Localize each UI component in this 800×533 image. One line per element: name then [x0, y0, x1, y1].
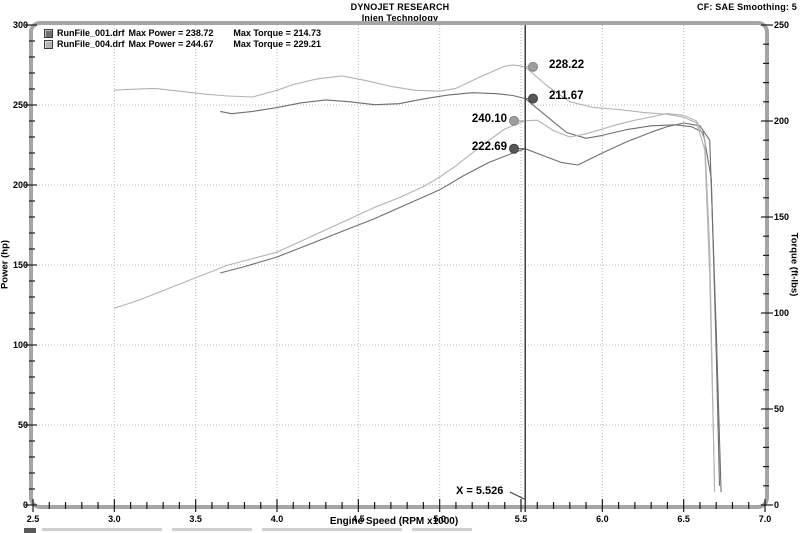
rpm-tick-label: 5.5	[515, 514, 528, 524]
rpm-tick-label: 2.5	[27, 514, 40, 524]
cursor-x-label: X = 5.526	[456, 485, 504, 497]
cursor-dot-power-RunFile_001.drf	[509, 143, 519, 154]
cursor-line[interactable]	[509, 25, 526, 512]
cursor-dot-torque-RunFile_001.drf	[528, 93, 538, 104]
cursor-dot-power-RunFile_004.drf	[509, 115, 519, 126]
rpm-tick-label: 4.0	[271, 514, 284, 524]
torque-tick-label: 0	[774, 500, 779, 510]
dyno-curves	[114, 64, 722, 493]
run004-max-power: Max Power = 244.67	[128, 39, 214, 49]
power-tick-label: 300	[13, 20, 28, 30]
run001-max-torque: Max Torque = 214.73	[233, 28, 321, 38]
rpm-tick-label: 3.0	[108, 514, 121, 524]
cursor-value-power-run004: 240.10	[471, 113, 507, 125]
clipped-text-fragment	[172, 528, 252, 531]
curve-RunFile_004.drf-power	[114, 112, 716, 493]
torque-tick-label: 200	[774, 116, 789, 126]
cursor-value-power-run001: 222.69	[471, 141, 507, 153]
power-tick-label: 0	[23, 500, 28, 510]
clipped-text-fragment	[42, 528, 162, 531]
clipped-legend-row	[10, 528, 790, 533]
clipped-text-fragment	[262, 528, 402, 531]
torque-tick-label: 150	[774, 212, 789, 222]
torque-tick-label: 50	[774, 404, 784, 414]
rpm-tick-label: 5.0	[433, 514, 446, 524]
axis-ticks	[25, 24, 773, 512]
legend: RunFile_001.drf Max Power = 238.72 Max T…	[44, 28, 321, 50]
power-tick-label: 150	[13, 260, 28, 270]
cursor-dot-torque-RunFile_004.drf	[528, 61, 538, 72]
curve-RunFile_001.drf-torque	[219, 92, 721, 486]
run004-swatch-icon	[44, 40, 53, 49]
power-tick-label: 200	[13, 180, 28, 190]
rpm-tick-label: 7.0	[759, 514, 772, 524]
run001-swatch-icon	[44, 29, 53, 38]
clipped-text-fragment	[412, 528, 472, 531]
rpm-tick-label: 6.0	[596, 514, 609, 524]
correction-smoothing-label: CF: SAE Smoothing: 5	[697, 2, 797, 12]
rpm-tick-label: 4.5	[352, 514, 365, 524]
cursor-value-torque-run001: 211.67	[549, 90, 584, 102]
curve-RunFile_001.drf-power	[219, 122, 722, 493]
run004-file-label: RunFile_004.drf	[57, 39, 125, 49]
legend-swatch-fragment	[24, 528, 36, 533]
torque-tick-label: 250	[774, 20, 789, 30]
torque-axis-title: Torque (ft-lbs)	[788, 232, 800, 297]
cursor-markers	[509, 61, 538, 154]
run001-file-label: RunFile_001.drf	[57, 28, 125, 38]
legend-row-run001[interactable]: RunFile_001.drf Max Power = 238.72 Max T…	[44, 28, 321, 39]
axis-tick-labels: 300 250 200 150 100 50 0 250 200 150 100 50 0 2.5 3.0 3…	[13, 20, 789, 524]
page-subtitle: Injen Technology	[361, 13, 439, 23]
power-tick-label: 250	[13, 100, 28, 110]
cursor-value-torque-run004: 228.22	[549, 59, 585, 71]
power-tick-label: 100	[13, 340, 28, 350]
rpm-axis-title: Engine Speed (RPM x1000)	[329, 516, 459, 527]
gridlines	[33, 25, 765, 505]
rpm-tick-label: 6.5	[677, 514, 690, 524]
power-axis-title: Power (hp)	[0, 239, 11, 290]
rpm-tick-label: 3.5	[189, 514, 202, 524]
legend-row-run004[interactable]: RunFile_004.drf Max Power = 244.67 Max T…	[44, 39, 321, 50]
page-title: DYNOJET RESEARCH	[350, 2, 450, 12]
torque-tick-label: 100	[774, 308, 789, 318]
curve-RunFile_004.drf-torque	[114, 64, 716, 486]
run004-max-torque: Max Torque = 229.21	[233, 39, 321, 49]
run001-max-power: Max Power = 238.72	[128, 28, 214, 38]
power-tick-label: 50	[18, 420, 28, 430]
